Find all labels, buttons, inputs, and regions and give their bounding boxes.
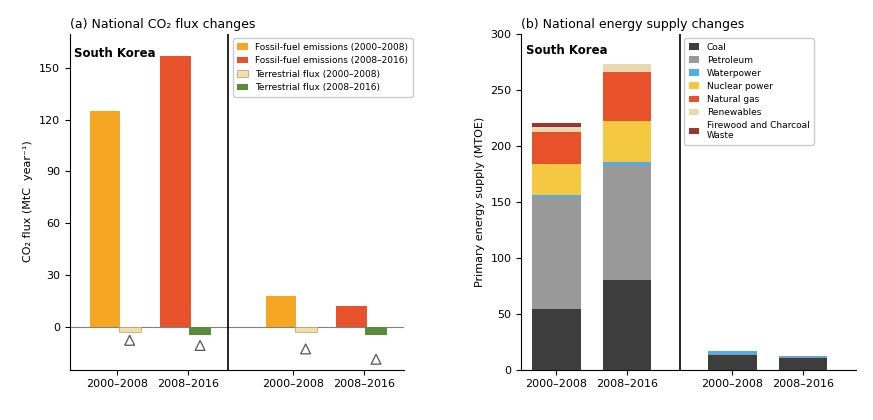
Bar	[189, 326, 211, 335]
Text: South Korea: South Korea	[74, 47, 156, 60]
Bar	[533, 163, 581, 195]
Text: North Korea: North Korea	[693, 44, 773, 57]
Bar	[602, 280, 651, 370]
Bar	[779, 358, 827, 370]
Point	[369, 356, 383, 362]
Bar	[708, 351, 757, 354]
Y-axis label: CO₂ flux (MtC  year⁻¹): CO₂ flux (MtC year⁻¹)	[24, 141, 33, 262]
Bar	[533, 195, 581, 197]
Text: South Korea: South Korea	[526, 44, 608, 57]
Bar	[533, 309, 581, 370]
Bar	[365, 326, 387, 335]
Bar	[533, 123, 581, 126]
Text: (b) National energy supply changes: (b) National energy supply changes	[521, 18, 745, 31]
Bar	[602, 163, 651, 165]
Bar	[265, 296, 297, 326]
Bar	[90, 111, 120, 326]
Legend: Coal, Petroleum, Waterpower, Nuclear power, Natural gas, Renewables, Firewood an: Coal, Petroleum, Waterpower, Nuclear pow…	[684, 38, 814, 145]
Y-axis label: Primary energy supply (MTOE): Primary energy supply (MTOE)	[475, 116, 485, 287]
Bar	[160, 56, 191, 326]
Text: North Korea: North Korea	[242, 47, 322, 60]
Bar	[295, 326, 317, 332]
Bar	[336, 306, 367, 326]
Bar	[533, 126, 581, 132]
Bar	[779, 357, 827, 358]
Bar	[533, 132, 581, 163]
Bar	[602, 72, 651, 121]
Bar	[708, 355, 757, 370]
Bar	[708, 354, 757, 355]
Bar	[119, 326, 141, 332]
Bar	[533, 197, 581, 309]
Point	[193, 342, 207, 349]
Bar	[779, 356, 827, 357]
Point	[123, 337, 137, 344]
Bar	[602, 165, 651, 280]
Legend: Fossil-fuel emissions (2000–2008), Fossil-fuel emissions (2008–2016), Terrestria: Fossil-fuel emissions (2000–2008), Fossi…	[233, 38, 413, 97]
Bar	[602, 64, 651, 72]
Point	[299, 346, 313, 352]
Bar	[602, 121, 651, 163]
Text: (a) National CO₂ flux changes: (a) National CO₂ flux changes	[70, 18, 255, 31]
